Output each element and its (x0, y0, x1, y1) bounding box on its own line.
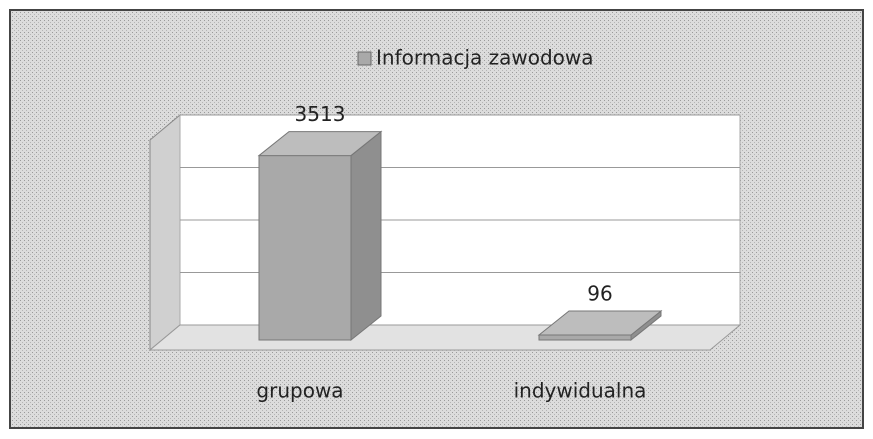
bar-side (350, 130, 382, 342)
legend-swatch (357, 51, 372, 66)
legend-label: Informacja zawodowa (376, 46, 594, 70)
side-wall (149, 113, 181, 352)
data-label: 3513 (295, 102, 346, 126)
x-tick-label: grupowa (256, 379, 343, 403)
floor (148, 324, 742, 351)
data-label: 96 (587, 281, 612, 305)
x-tick-label: indywidualna (514, 379, 647, 403)
bar-front (258, 155, 352, 341)
bar-front (538, 334, 632, 341)
bar-top (537, 310, 663, 336)
bar-top (257, 131, 383, 157)
